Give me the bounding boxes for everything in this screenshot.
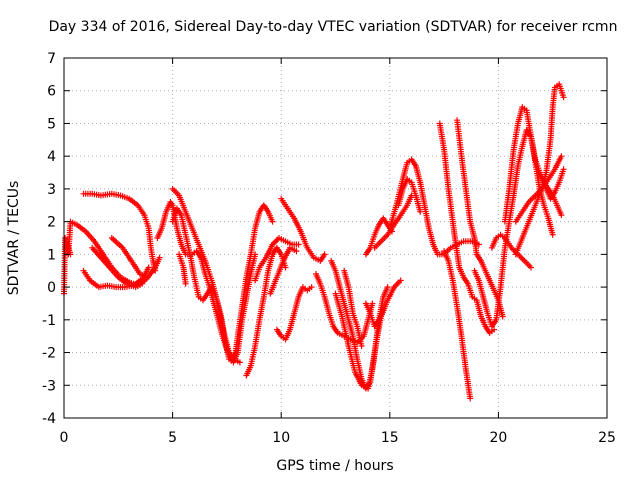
y-tick-label: -3 bbox=[42, 378, 56, 394]
x-tick-label: 0 bbox=[60, 430, 69, 446]
chart-markers-group bbox=[61, 81, 567, 402]
series-arc22-markers bbox=[371, 192, 415, 251]
series-arc5-markers bbox=[89, 244, 146, 291]
series-arc9-markers bbox=[169, 205, 243, 366]
y-tick-label: 3 bbox=[47, 182, 56, 198]
series-arc29-markers bbox=[488, 231, 534, 271]
series-arc24-markers bbox=[395, 176, 424, 215]
x-tick-label: 10 bbox=[272, 430, 290, 446]
y-tick-label: -2 bbox=[42, 346, 56, 362]
x-axis-label: GPS time / hours bbox=[276, 458, 393, 474]
series-arc26-markers bbox=[441, 248, 474, 402]
x-axis-ticks: 0 5 10 15 20 25 bbox=[60, 58, 616, 446]
series-arc3-markers bbox=[80, 190, 159, 274]
y-tick-label: 5 bbox=[47, 116, 56, 132]
series-arc11-markers bbox=[243, 244, 289, 379]
y-tick-label: 0 bbox=[47, 280, 56, 296]
plot-frame bbox=[63, 57, 608, 419]
series-arc18-markers bbox=[332, 277, 404, 392]
series-arc20-markers bbox=[362, 300, 387, 330]
chart-series-group bbox=[63, 82, 565, 399]
y-tick-label: 2 bbox=[47, 215, 56, 231]
x-tick-label: 15 bbox=[381, 430, 399, 446]
y-tick-label: -1 bbox=[42, 313, 56, 329]
series-arc12-markers bbox=[252, 235, 302, 284]
y-tick-label: 1 bbox=[47, 247, 56, 263]
series-arc10-markers bbox=[176, 251, 189, 287]
y-axis-label: SDTVAR / TECUs bbox=[6, 181, 22, 296]
y-axis-ticks: -4 -3 -2 -1 0 1 2 3 4 5 6 7 bbox=[42, 51, 607, 427]
chart-title: Day 334 of 2016, Sidereal Day-to-day VTE… bbox=[49, 19, 618, 35]
series-arc15-markers bbox=[278, 195, 328, 264]
series-arc19-markers bbox=[341, 267, 365, 349]
x-tick-label: 25 bbox=[598, 430, 616, 446]
y-tick-label: 6 bbox=[47, 84, 56, 100]
series-arc30-markers bbox=[501, 104, 556, 238]
series-arc6-markers bbox=[108, 235, 150, 281]
series-arc13-markers bbox=[267, 244, 300, 297]
series-arc14-markers bbox=[273, 284, 315, 343]
series-arc33-markers bbox=[536, 166, 567, 202]
x-tick-label: 20 bbox=[489, 430, 507, 446]
series-arc3-line bbox=[83, 192, 156, 271]
series-arc32-markers bbox=[512, 81, 567, 225]
y-tick-label: 7 bbox=[47, 51, 56, 67]
y-tick-label: 4 bbox=[47, 149, 56, 165]
x-tick-label: 5 bbox=[168, 430, 177, 446]
series-arc25-markers bbox=[436, 120, 498, 336]
y-tick-label: -4 bbox=[42, 411, 56, 427]
